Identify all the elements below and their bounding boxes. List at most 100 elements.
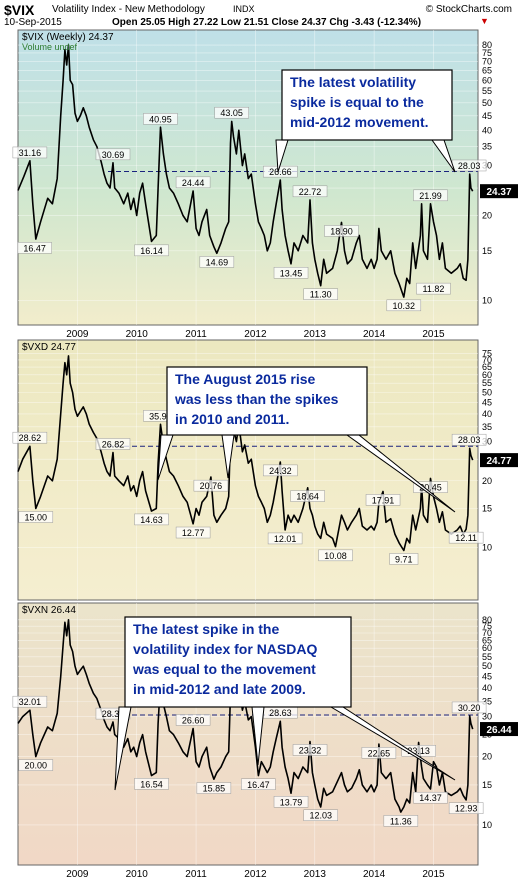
x-tick-label: 2013 <box>304 329 327 340</box>
value-label: 14.37 <box>419 793 442 803</box>
value-label: 23.32 <box>299 745 322 755</box>
value-label-box <box>365 494 401 506</box>
callout-text: The latest spike in the <box>133 621 279 637</box>
value-label-box <box>18 511 54 523</box>
value-label: 16.14 <box>140 246 163 256</box>
value-label-box <box>303 288 338 300</box>
value-label: 16.54 <box>140 779 163 789</box>
y-tick-label: 40 <box>482 409 492 419</box>
callout-box <box>124 616 352 708</box>
value-label-box <box>241 778 276 791</box>
index-name: Volatility Index - New Methodology <box>52 4 205 15</box>
value-label: 11.82 <box>423 284 445 294</box>
value-label-box <box>389 553 419 565</box>
y-tick-label: 15 <box>482 780 492 790</box>
x-tick-label: 2009 <box>66 869 89 880</box>
callout-text: volatility index for NASDAQ <box>133 641 317 657</box>
value-label-box <box>292 185 328 198</box>
value-label: 14.63 <box>140 515 163 525</box>
x-tick-label: 2011 <box>185 329 207 340</box>
last-value-box <box>480 453 518 468</box>
value-label-box <box>134 513 169 526</box>
callout-box <box>281 69 453 141</box>
value-label-box <box>383 815 419 827</box>
callout-text: mid-2012 movement. <box>290 114 429 130</box>
last-value-box <box>480 722 518 737</box>
value-label: 22.65 <box>368 748 391 758</box>
y-tick-label: 50 <box>482 98 492 108</box>
value-label-box <box>134 244 169 257</box>
series-legend: $VXD 24.77 <box>22 342 76 353</box>
value-label-box <box>413 189 448 202</box>
ohlc-values: Open 25.05 High 27.22 Low 21.51 Close 24… <box>112 17 422 28</box>
series-legend: $VIX (Weekly) 24.37 <box>22 32 114 43</box>
value-label: 24.32 <box>269 466 292 476</box>
y-tick-label: 55 <box>482 652 492 662</box>
x-tick-label: 2011 <box>185 869 207 880</box>
value-label: 11.30 <box>310 290 332 300</box>
y-tick-label: 10 <box>482 543 492 553</box>
value-label: 22.72 <box>299 187 322 197</box>
value-label-box <box>12 146 48 159</box>
value-label-box <box>18 759 54 771</box>
y-tick-label: 45 <box>482 672 492 682</box>
volume-legend: Volume undef <box>22 42 78 52</box>
value-label: 20.45 <box>419 483 442 493</box>
last-value-label: 24.77 <box>486 456 511 467</box>
value-label-box <box>273 267 309 279</box>
value-label: 13.79 <box>280 797 303 807</box>
callout-text: The August 2015 rise <box>175 371 316 387</box>
callout-box <box>166 366 368 436</box>
y-tick-label: 75 <box>482 348 492 358</box>
value-label: 28.62 <box>19 433 42 443</box>
value-label-box <box>448 531 484 544</box>
value-label-box <box>175 526 211 539</box>
credit-label[interactable]: © StockCharts.com <box>425 4 512 15</box>
series-line <box>17 618 474 813</box>
x-tick-label: 2012 <box>244 869 267 880</box>
value-label: 12.11 <box>455 533 477 543</box>
value-label-box <box>17 242 52 254</box>
value-label-box <box>318 549 353 562</box>
value-label: 32.01 <box>19 697 42 707</box>
value-label: 30.20 <box>458 703 481 713</box>
value-label: 28.63 <box>269 708 292 718</box>
value-label-box <box>324 225 359 237</box>
x-tick-label: 2014 <box>363 869 386 880</box>
y-tick-label: 45 <box>482 111 492 121</box>
series-line <box>17 44 474 298</box>
exchange-label: INDX <box>233 4 255 14</box>
y-tick-label: 65 <box>482 635 492 645</box>
value-label: 23.13 <box>407 746 430 756</box>
value-label: 20.76 <box>200 481 223 491</box>
value-label-box <box>12 695 48 708</box>
value-label: 9.71 <box>395 554 413 564</box>
value-label: 35.91 <box>149 411 172 421</box>
value-label: 28.03 <box>458 161 481 171</box>
x-tick-label: 2015 <box>422 869 445 880</box>
value-label: 13.45 <box>280 268 303 278</box>
value-label-box <box>95 438 131 450</box>
y-tick-label: 30 <box>482 712 492 722</box>
value-label: 11.36 <box>390 816 412 826</box>
value-label: 28.37 <box>102 709 125 719</box>
value-label-box <box>95 148 131 161</box>
y-tick-label: 70 <box>482 355 492 365</box>
value-label: 26.66 <box>269 167 292 177</box>
y-tick-label: 15 <box>482 503 492 513</box>
y-tick-label: 40 <box>482 683 492 693</box>
value-label-box <box>386 299 422 312</box>
y-tick-label: 10 <box>482 296 492 306</box>
value-label: 10.32 <box>393 301 416 311</box>
y-tick-label: 45 <box>482 398 492 408</box>
symbol-title: $VIX <box>4 2 35 18</box>
y-tick-label: 30 <box>482 437 492 447</box>
y-tick-label: 65 <box>482 362 492 372</box>
y-tick-label: 70 <box>482 628 492 638</box>
y-tick-label: 20 <box>482 476 492 486</box>
y-tick-label: 60 <box>482 75 492 85</box>
last-value-box <box>480 184 518 199</box>
value-label-box <box>199 256 235 268</box>
